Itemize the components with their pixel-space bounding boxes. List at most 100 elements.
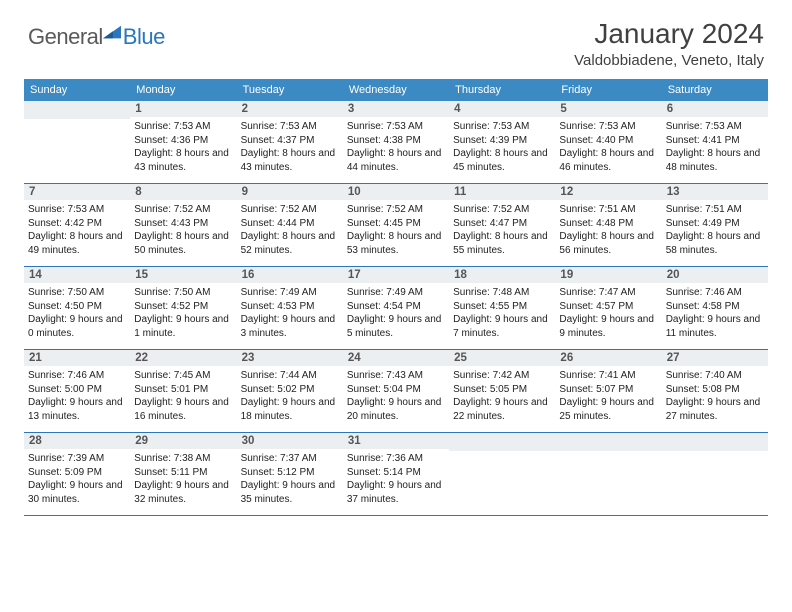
day-info: Sunrise: 7:43 AMSunset: 5:04 PMDaylight:… xyxy=(347,369,445,423)
sunset-text: Sunset: 5:14 PM xyxy=(347,466,445,480)
sunrise-text: Sunrise: 7:49 AM xyxy=(241,286,339,300)
sunset-text: Sunset: 5:09 PM xyxy=(28,466,126,480)
day-number: 27 xyxy=(662,350,768,366)
sunrise-text: Sunrise: 7:52 AM xyxy=(134,203,232,217)
day-cell: 24 Sunrise: 7:43 AMSunset: 5:04 PMDayligh… xyxy=(343,350,449,432)
day-number: 9 xyxy=(237,184,343,200)
sunset-text: Sunset: 4:53 PM xyxy=(241,300,339,314)
sunset-text: Sunset: 5:04 PM xyxy=(347,383,445,397)
day-cell: 23 Sunrise: 7:44 AMSunset: 5:02 PMDayligh… xyxy=(237,350,343,432)
sunrise-text: Sunrise: 7:42 AM xyxy=(453,369,551,383)
sunrise-text: Sunrise: 7:50 AM xyxy=(134,286,232,300)
sunrise-text: Sunrise: 7:51 AM xyxy=(666,203,764,217)
day-number: 11 xyxy=(449,184,555,200)
sunrise-text: Sunrise: 7:53 AM xyxy=(453,120,551,134)
day-number: 16 xyxy=(237,267,343,283)
weekday-header: Sunday xyxy=(24,79,130,101)
day-info: Sunrise: 7:53 AMSunset: 4:38 PMDaylight:… xyxy=(347,120,445,174)
sunset-text: Sunset: 4:50 PM xyxy=(28,300,126,314)
day-number: 13 xyxy=(662,184,768,200)
sunset-text: Sunset: 5:07 PM xyxy=(559,383,657,397)
day-cell: 14Sunrise: 7:50 AMSunset: 4:50 PMDayligh… xyxy=(24,267,130,349)
sunrise-text: Sunrise: 7:52 AM xyxy=(347,203,445,217)
day-number: 8 xyxy=(130,184,236,200)
day-number: 23 xyxy=(237,350,343,366)
brand-text-2: Blue xyxy=(123,24,165,50)
sunrise-text: Sunrise: 7:46 AM xyxy=(28,369,126,383)
calendar-week: 28Sunrise: 7:39 AMSunset: 5:09 PMDayligh… xyxy=(24,433,768,516)
sunrise-text: Sunrise: 7:43 AM xyxy=(347,369,445,383)
sunrise-text: Sunrise: 7:44 AM xyxy=(241,369,339,383)
day-number: 1 xyxy=(130,101,236,117)
logo-triangle-icon xyxy=(103,24,121,42)
day-number: 10 xyxy=(343,184,449,200)
day-number xyxy=(24,101,130,119)
day-number: 19 xyxy=(555,267,661,283)
daylight-text: Daylight: 9 hours and 13 minutes. xyxy=(28,396,126,423)
day-cell: 10 Sunrise: 7:52 AMSunset: 4:45 PMDayligh… xyxy=(343,184,449,266)
sunset-text: Sunset: 4:36 PM xyxy=(134,134,232,148)
day-cell: 25Sunrise: 7:42 AMSunset: 5:05 PMDayligh… xyxy=(449,350,555,432)
day-cell: 17 Sunrise: 7:49 AMSunset: 4:54 PMDayligh… xyxy=(343,267,449,349)
sunrise-text: Sunrise: 7:40 AM xyxy=(666,369,764,383)
sunrise-text: Sunrise: 7:36 AM xyxy=(347,452,445,466)
sunset-text: Sunset: 5:11 PM xyxy=(134,466,232,480)
day-info: Sunrise: 7:39 AMSunset: 5:09 PMDaylight:… xyxy=(28,452,126,506)
day-info: Sunrise: 7:50 AMSunset: 4:52 PMDaylight:… xyxy=(134,286,232,340)
day-number: 20 xyxy=(662,267,768,283)
day-number: 4 xyxy=(449,101,555,117)
day-info: Sunrise: 7:53 AMSunset: 4:36 PMDaylight:… xyxy=(134,120,232,174)
daylight-text: Daylight: 9 hours and 30 minutes. xyxy=(28,479,126,506)
sunset-text: Sunset: 5:05 PM xyxy=(453,383,551,397)
daylight-text: Daylight: 9 hours and 25 minutes. xyxy=(559,396,657,423)
day-info: Sunrise: 7:49 AMSunset: 4:53 PMDaylight:… xyxy=(241,286,339,340)
day-number: 6 xyxy=(662,101,768,117)
day-cell: 7Sunrise: 7:53 AMSunset: 4:42 PMDaylight… xyxy=(24,184,130,266)
day-cell: 3Sunrise: 7:53 AMSunset: 4:38 PMDaylight… xyxy=(343,101,449,183)
sunset-text: Sunset: 5:12 PM xyxy=(241,466,339,480)
day-info: Sunrise: 7:52 AMSunset: 4:43 PMDaylight:… xyxy=(134,203,232,257)
sunrise-text: Sunrise: 7:53 AM xyxy=(666,120,764,134)
location-text: Valdobbiadene, Veneto, Italy xyxy=(574,52,764,69)
day-cell xyxy=(24,101,130,183)
day-cell: 1 Sunrise: 7:53 AMSunset: 4:36 PMDaylight… xyxy=(130,101,236,183)
day-number xyxy=(555,433,661,451)
day-cell: 15 Sunrise: 7:50 AMSunset: 4:52 PMDayligh… xyxy=(130,267,236,349)
sunrise-text: Sunrise: 7:53 AM xyxy=(134,120,232,134)
daylight-text: Daylight: 9 hours and 32 minutes. xyxy=(134,479,232,506)
day-number: 15 xyxy=(130,267,236,283)
calendar: SundayMondayTuesdayWednesdayThursdayFrid… xyxy=(24,79,768,516)
day-info: Sunrise: 7:51 AMSunset: 4:49 PMDaylight:… xyxy=(666,203,764,257)
sunset-text: Sunset: 5:02 PM xyxy=(241,383,339,397)
day-info: Sunrise: 7:53 AMSunset: 4:37 PMDaylight:… xyxy=(241,120,339,174)
daylight-text: Daylight: 9 hours and 37 minutes. xyxy=(347,479,445,506)
weekday-header: Wednesday xyxy=(343,79,449,101)
daylight-text: Daylight: 9 hours and 20 minutes. xyxy=(347,396,445,423)
sunset-text: Sunset: 4:55 PM xyxy=(453,300,551,314)
sunrise-text: Sunrise: 7:47 AM xyxy=(559,286,657,300)
day-number: 26 xyxy=(555,350,661,366)
daylight-text: Daylight: 8 hours and 53 minutes. xyxy=(347,230,445,257)
sunset-text: Sunset: 4:54 PM xyxy=(347,300,445,314)
sunrise-text: Sunrise: 7:45 AM xyxy=(134,369,232,383)
day-number: 5 xyxy=(555,101,661,117)
daylight-text: Daylight: 9 hours and 18 minutes. xyxy=(241,396,339,423)
daylight-text: Daylight: 8 hours and 56 minutes. xyxy=(559,230,657,257)
calendar-week: 7Sunrise: 7:53 AMSunset: 4:42 PMDaylight… xyxy=(24,184,768,267)
day-cell: 5Sunrise: 7:53 AMSunset: 4:40 PMDaylight… xyxy=(555,101,661,183)
day-info: Sunrise: 7:53 AMSunset: 4:39 PMDaylight:… xyxy=(453,120,551,174)
sunset-text: Sunset: 4:48 PM xyxy=(559,217,657,231)
day-info: Sunrise: 7:49 AMSunset: 4:54 PMDaylight:… xyxy=(347,286,445,340)
day-number: 31 xyxy=(343,433,449,449)
day-info: Sunrise: 7:53 AMSunset: 4:41 PMDaylight:… xyxy=(666,120,764,174)
daylight-text: Daylight: 9 hours and 5 minutes. xyxy=(347,313,445,340)
day-cell: 9Sunrise: 7:52 AMSunset: 4:44 PMDaylight… xyxy=(237,184,343,266)
day-number: 24 xyxy=(343,350,449,366)
day-info: Sunrise: 7:51 AMSunset: 4:48 PMDaylight:… xyxy=(559,203,657,257)
day-number: 17 xyxy=(343,267,449,283)
daylight-text: Daylight: 9 hours and 0 minutes. xyxy=(28,313,126,340)
day-cell: 21Sunrise: 7:46 AMSunset: 5:00 PMDayligh… xyxy=(24,350,130,432)
sunset-text: Sunset: 4:45 PM xyxy=(347,217,445,231)
sunset-text: Sunset: 4:44 PM xyxy=(241,217,339,231)
daylight-text: Daylight: 8 hours and 52 minutes. xyxy=(241,230,339,257)
